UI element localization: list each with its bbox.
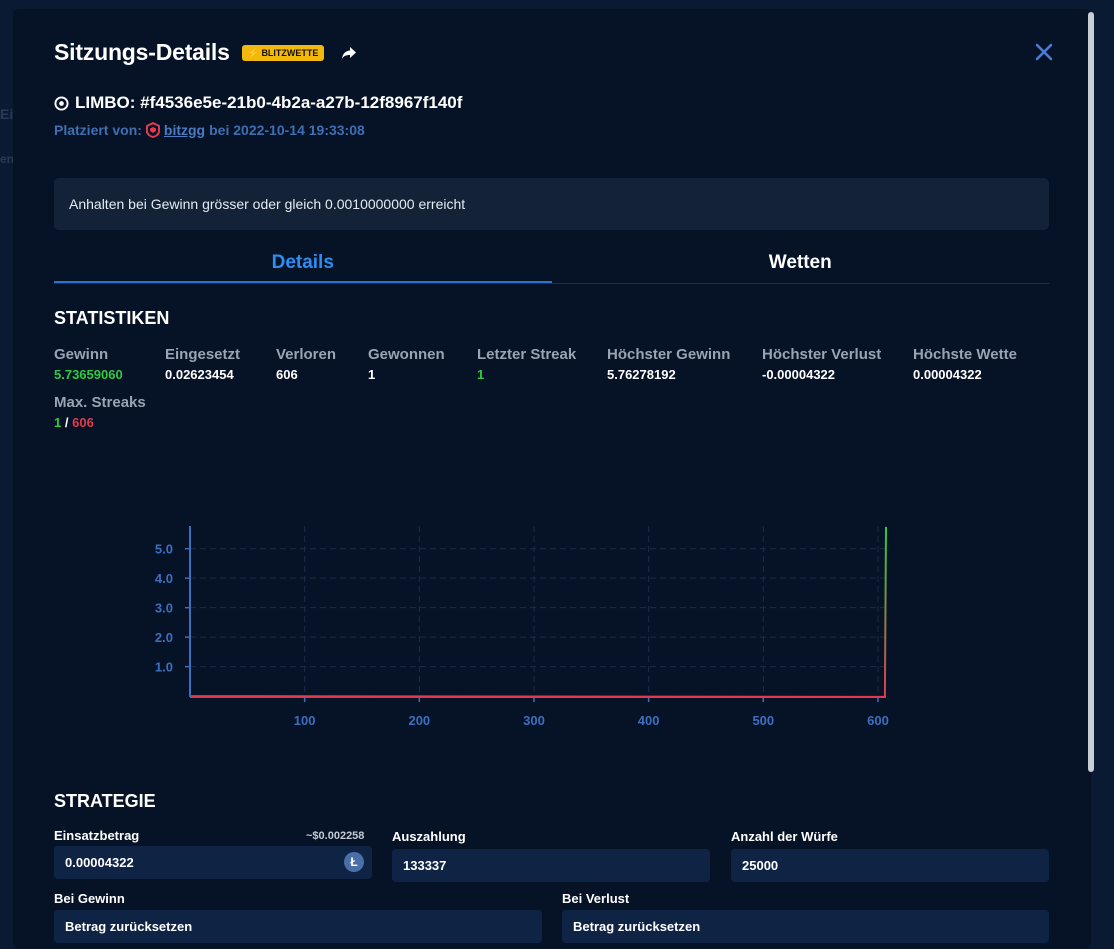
x-tick-label: 500 bbox=[752, 713, 774, 728]
background-text-b: en bbox=[0, 152, 15, 166]
x-tick-label: 100 bbox=[294, 713, 316, 728]
game-id-line: LIMBO: #f4536e5e-21b0-4b2a-a27b-12f8967f… bbox=[54, 93, 462, 113]
bet-amount-label: Einsatzbetrag bbox=[54, 828, 140, 843]
y-tick-label: 2.0 bbox=[155, 630, 173, 645]
stat-last-streak: Letzter Streak 1 bbox=[477, 346, 576, 382]
background-text-a: Ei bbox=[0, 106, 14, 122]
stat-value: 1 / 606 bbox=[54, 415, 146, 430]
scrollbar[interactable] bbox=[1088, 12, 1094, 772]
shield-icon bbox=[145, 122, 160, 138]
stat-highest-profit: Höchster Gewinn 5.76278192 bbox=[607, 346, 730, 382]
stat-label: Verloren bbox=[276, 346, 337, 363]
profit-line bbox=[191, 526, 887, 698]
stat-value: -0.00004322 bbox=[762, 367, 836, 382]
stat-won: Gewonnen 1 bbox=[368, 346, 445, 382]
stat-value: 606 bbox=[276, 367, 298, 382]
blitz-badge-label: BLITZWETTE bbox=[261, 47, 319, 58]
strategy-heading: STRATEGIE bbox=[54, 791, 156, 811]
max-loss-streak: 606 bbox=[72, 415, 94, 430]
modal-header: Sitzungs-Details ⚡ BLITZWETTE bbox=[54, 39, 358, 66]
stat-value: 1 bbox=[368, 367, 376, 382]
on-loss-label: Bei Verlust bbox=[562, 891, 630, 906]
modal-title: Sitzungs-Details bbox=[54, 39, 230, 65]
statistics-grid: Gewinn 5.73659060 Eingesetzt 0.02623454 … bbox=[54, 346, 1054, 446]
x-tick-label: 300 bbox=[523, 713, 545, 728]
stat-label: Eingesetzt bbox=[165, 346, 241, 363]
game-id: LIMBO: #f4536e5e-21b0-4b2a-a27b-12f8967f… bbox=[75, 93, 463, 112]
on-win-field[interactable]: Betrag zurücksetzen bbox=[54, 910, 542, 943]
stat-max-streaks: Max. Streaks 1 / 606 bbox=[54, 394, 146, 430]
stat-profit: Gewinn 5.73659060 bbox=[54, 346, 123, 382]
target-icon bbox=[54, 95, 69, 111]
payout-label: Auszahlung bbox=[392, 829, 466, 844]
on-win-label: Bei Gewinn bbox=[54, 891, 125, 906]
streak-separator: / bbox=[64, 415, 69, 430]
close-icon[interactable] bbox=[1034, 42, 1054, 62]
tab-details[interactable]: Details bbox=[54, 249, 552, 283]
tab-bar: Details Wetten bbox=[54, 249, 1049, 284]
on-loss-field[interactable]: Betrag zurücksetzen bbox=[562, 910, 1049, 943]
bet-amount-value: 0.00004322 bbox=[65, 855, 134, 870]
share-icon[interactable] bbox=[340, 44, 358, 62]
stat-label: Gewonnen bbox=[368, 346, 445, 363]
stat-value: 5.73659060 bbox=[54, 367, 123, 382]
litecoin-icon: Ł bbox=[344, 852, 364, 872]
placed-by-line: Platziert von: bitzgg bei 2022-10-14 19:… bbox=[54, 122, 365, 138]
payout-field[interactable]: 133337 bbox=[392, 849, 710, 882]
stat-label: Höchste Wette bbox=[913, 346, 1017, 363]
x-tick-label: 400 bbox=[638, 713, 660, 728]
profit-chart: 1.0 2.0 3.0 4.0 5.0 100 200 300 400 500 600 bbox=[155, 526, 889, 728]
rolls-label: Anzahl der Würfe bbox=[731, 829, 838, 844]
stat-label: Letzter Streak bbox=[477, 346, 577, 363]
stat-lost: Verloren 606 bbox=[276, 346, 336, 382]
stat-label: Max. Streaks bbox=[54, 394, 146, 411]
max-win-streak: 1 bbox=[54, 415, 62, 430]
stat-label: Höchster Verlust bbox=[762, 346, 882, 363]
stat-label: Gewinn bbox=[54, 346, 109, 363]
stat-value: 0.00004322 bbox=[913, 367, 982, 382]
rolls-field[interactable]: 25000 bbox=[731, 849, 1049, 882]
session-details-modal: Sitzungs-Details ⚡ BLITZWETTE LIMBO: #f4… bbox=[13, 9, 1091, 949]
stat-highest-bet: Höchste Wette 0.00004322 bbox=[913, 346, 1017, 382]
blitz-badge: ⚡ BLITZWETTE bbox=[241, 44, 325, 61]
placed-at: bei 2022-10-14 19:33:08 bbox=[209, 122, 365, 138]
tab-bets[interactable]: Wetten bbox=[768, 252, 832, 273]
stop-notice: Anhalten bei Gewinn grösser oder gleich … bbox=[54, 178, 1049, 230]
bet-usd-hint: ~$0.002258 bbox=[306, 830, 365, 842]
stat-label: Höchster Gewinn bbox=[607, 346, 731, 363]
statistics-heading: STATISTIKEN bbox=[54, 308, 170, 328]
y-tick-label: 4.0 bbox=[155, 571, 173, 586]
lightning-icon: ⚡ bbox=[247, 47, 262, 58]
placed-by-label: Platziert von: bbox=[54, 122, 142, 138]
y-tick-label: 3.0 bbox=[155, 601, 173, 616]
stat-value: 5.76278192 bbox=[607, 367, 676, 382]
username-link[interactable]: bitzgg bbox=[163, 122, 206, 138]
stat-highest-loss: Höchster Verlust -0.00004322 bbox=[762, 346, 881, 382]
x-tick-label: 200 bbox=[408, 713, 430, 728]
bet-amount-field[interactable]: 0.00004322 Ł bbox=[54, 846, 372, 879]
stat-value: 1 bbox=[477, 367, 485, 382]
stat-wagered: Eingesetzt 0.02623454 bbox=[165, 346, 240, 382]
stat-value: 0.02623454 bbox=[165, 367, 234, 382]
y-tick-label: 5.0 bbox=[155, 542, 173, 557]
y-tick-label: 1.0 bbox=[155, 660, 173, 675]
x-tick-label: 600 bbox=[867, 713, 889, 728]
